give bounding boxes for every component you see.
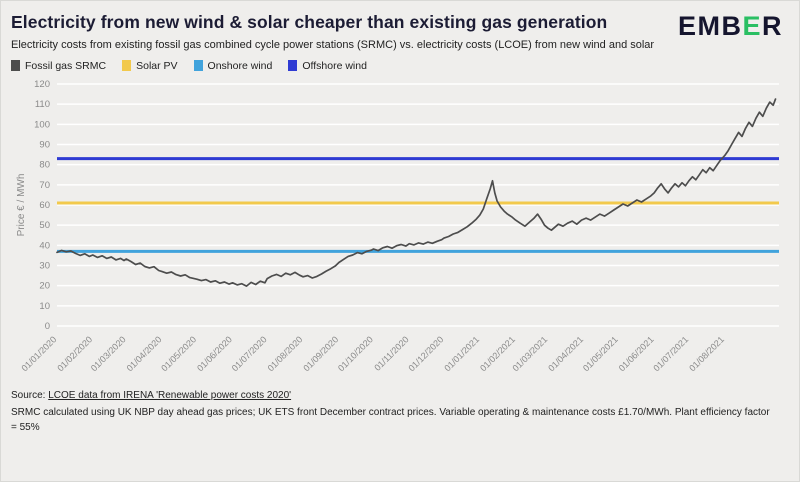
price-line-chart: 0 10 20 30 40 50 60 70 80 90 100 110 120 Price € / MW…: [16, 79, 779, 373]
source-line: Source: LCOE data from IRENA 'Renewable …: [11, 389, 785, 404]
chart-area: 0 10 20 30 40 50 60 70 80 90 100 110 120 Price € / MW…: [11, 76, 785, 387]
y-tick-label: 110: [35, 99, 50, 110]
legend-swatch: [193, 60, 203, 72]
legend-label: Offshore wind: [302, 59, 367, 72]
x-tick-label: 01/06/2021: [617, 334, 656, 373]
x-tick-label: 01/11/2020: [372, 334, 410, 372]
x-tick-label: 01/01/2021: [442, 334, 481, 373]
legend-item-onshore-wind: Onshore wind: [193, 59, 273, 72]
x-tick-label: 01/09/2020: [301, 334, 340, 373]
x-tick-label: 01/05/2020: [159, 334, 198, 373]
footer: Source: LCOE data from IRENA 'Renewable …: [11, 389, 785, 436]
x-tick-label: 01/03/2021: [510, 334, 549, 373]
legend-swatch: [11, 60, 20, 72]
y-tick-label: 90: [39, 139, 50, 150]
legend-label: Solar PV: [136, 59, 178, 72]
legend-swatch: [122, 60, 132, 72]
x-tick-label: 01/12/2020: [406, 334, 445, 373]
y-tick-label: 120: [34, 79, 50, 90]
source-prefix: Source:: [11, 389, 49, 401]
footnote-line-2: = 55%: [11, 421, 40, 433]
y-tick-label: 70: [39, 180, 50, 191]
y-tick-label: 20: [39, 280, 50, 291]
legend-item-fossil-gas-srmc: Fossil gas SRMC: [11, 60, 106, 72]
y-tick-label: 100: [34, 119, 50, 130]
page-title: Electricity from new wind & solar cheape…: [11, 12, 608, 32]
logo-text-left: EMB: [677, 11, 743, 41]
x-tick-label: 01/05/2021: [581, 334, 620, 373]
x-tick-label: 01/02/2020: [55, 334, 94, 373]
ember-logo: EMBER: [678, 11, 783, 42]
chart-legend: Fossil gas SRMC Solar PV Onshore wind Offsh…: [11, 60, 785, 72]
x-tick-label: 01/07/2021: [651, 334, 690, 373]
y-tick-label: 40: [39, 240, 50, 251]
x-tick-label: 01/03/2020: [89, 334, 128, 373]
header: Electricity from new wind & solar cheape…: [11, 11, 785, 51]
x-tick-label: 01/04/2020: [125, 334, 164, 373]
x-tick-label: 01/06/2020: [195, 334, 234, 373]
logo-accent-letter: E: [742, 11, 762, 41]
x-tick-label: 01/04/2021: [546, 334, 585, 373]
chart-subtitle: Electricity costs from existing fossil g…: [11, 38, 655, 51]
y-tick-label: 30: [39, 260, 50, 271]
y-tick-label: 80: [39, 159, 50, 170]
legend-item-offshore-wind: Offshore wind: [288, 60, 367, 72]
x-tick-label: 01/08/2020: [266, 334, 305, 373]
x-tick-label: 01/07/2020: [230, 334, 269, 373]
legend-item-solar-pv: Solar PV: [122, 59, 178, 72]
y-axis-title: Price € / MWh: [16, 173, 27, 236]
x-tick-label: 01/10/2020: [336, 334, 375, 373]
y-tick-label: 10: [39, 301, 50, 312]
legend-swatch: [288, 60, 298, 72]
y-tick-label: 50: [39, 220, 50, 231]
legend-label: Fossil gas SRMC: [25, 59, 107, 72]
source-link[interactable]: LCOE data from IRENA 'Renewable power co…: [48, 389, 292, 401]
logo-text-right: R: [762, 11, 783, 41]
y-tick-label: 0: [45, 321, 50, 332]
y-tick-label: 60: [39, 200, 50, 211]
series-line-fossil-gas-srmc: [56, 98, 777, 287]
legend-label: Onshore wind: [207, 59, 273, 72]
footnote-line-1: SRMC calculated using UK NBP day ahead g…: [11, 407, 770, 419]
x-tick-label: 01/08/2021: [687, 334, 726, 373]
x-tick-label: 01/01/2020: [19, 334, 58, 373]
